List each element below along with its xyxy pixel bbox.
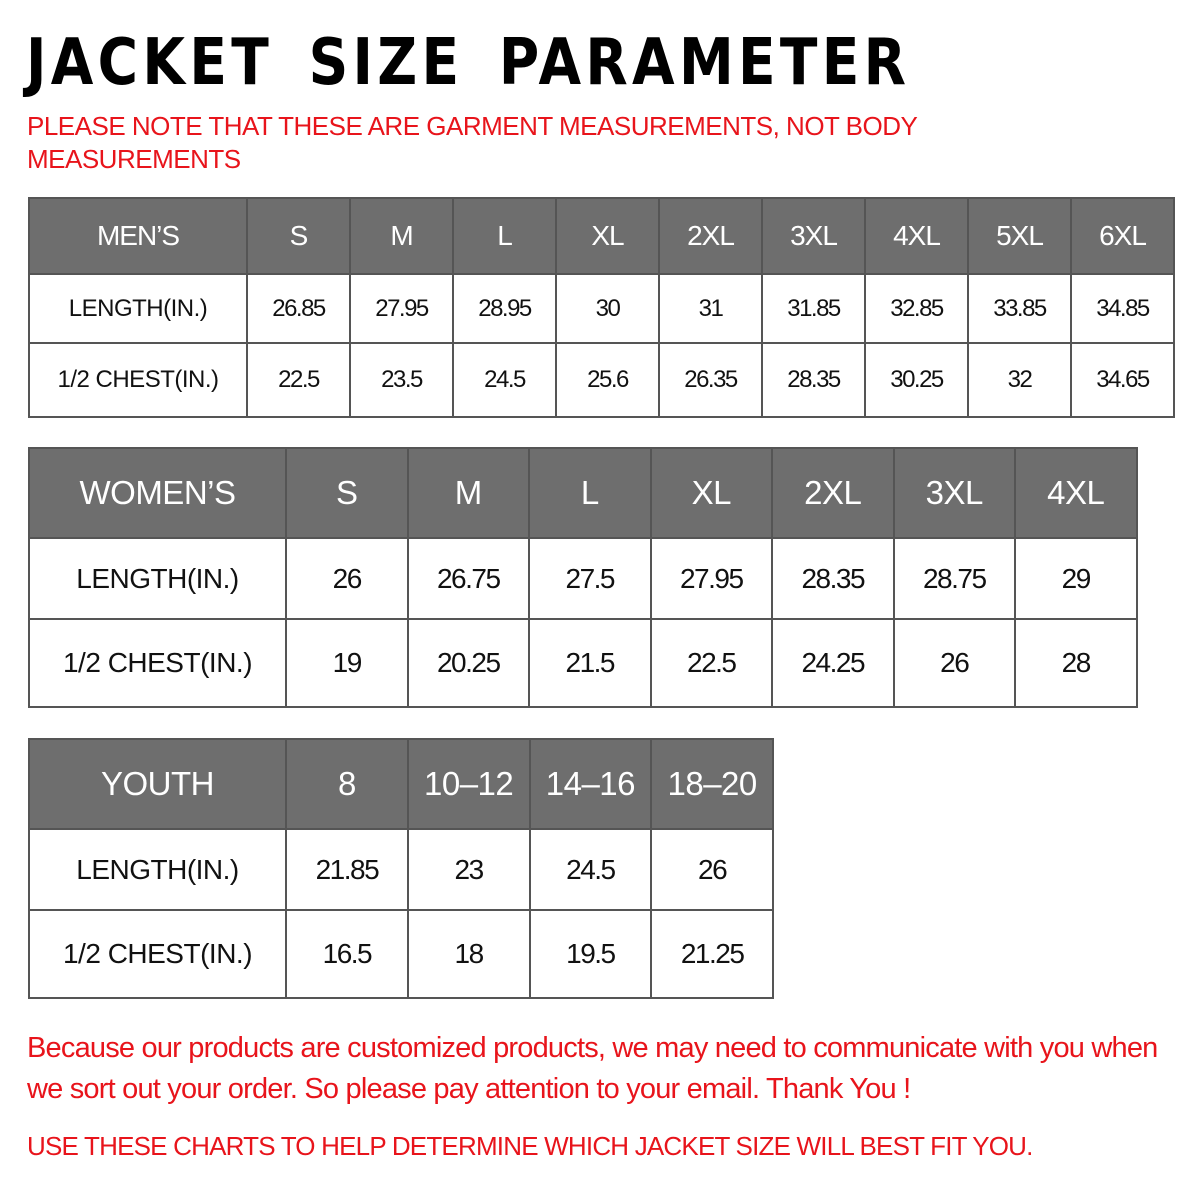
measurement-cell: 21.85 bbox=[285, 828, 409, 911]
table-row: LENGTH(IN.) 26.85 27.95 28.95 30 31 31.85 32.85… bbox=[28, 273, 1175, 344]
measurement-cell: 24.5 bbox=[452, 342, 557, 418]
table-row: 1/2 CHEST(IN.) 16.5 18 19.5 21.25 bbox=[28, 909, 774, 999]
measurement-cell: 28.35 bbox=[771, 537, 895, 620]
mens-size-table: MEN’S S M L XL 2XL 3XL 4XL 5XL 6XL LENGTH(IN.) 26.8… bbox=[28, 197, 1175, 418]
measurement-cell: 18 bbox=[406, 909, 531, 999]
size-header: 14–16 bbox=[528, 738, 653, 830]
measurement-cell: 20.25 bbox=[406, 618, 530, 708]
table-header-label: WOMEN’S bbox=[28, 447, 287, 539]
measurement-cell: 24.25 bbox=[771, 618, 895, 708]
measurement-cell: 24.5 bbox=[528, 828, 653, 911]
size-header: XL bbox=[649, 447, 773, 539]
measurement-cell: 32.85 bbox=[864, 273, 969, 344]
size-header: M bbox=[406, 447, 530, 539]
measurement-cell: 23 bbox=[406, 828, 531, 911]
customization-message: Because our products are customized prod… bbox=[27, 1032, 1158, 1105]
row-label: LENGTH(IN.) bbox=[28, 828, 287, 911]
size-header: 4XL bbox=[864, 197, 969, 275]
size-header: L bbox=[528, 447, 652, 539]
measurement-cell: 21.25 bbox=[650, 909, 774, 999]
table-row: 1/2 CHEST(IN.) 19 20.25 21.5 22.5 24.25 26 28 bbox=[28, 618, 1138, 708]
row-label: 1/2 CHEST(IN.) bbox=[28, 909, 287, 999]
size-header: 10–12 bbox=[406, 738, 531, 830]
table-row: 1/2 CHEST(IN.) 22.5 23.5 24.5 25.6 26.35 28.35… bbox=[28, 342, 1175, 418]
measurement-note: PLEASE NOTE THAT THESE ARE GARMENT MEASU… bbox=[27, 111, 917, 174]
measurement-cell: 22.5 bbox=[649, 618, 773, 708]
header-row: MEN’S S M L XL 2XL 3XL 4XL 5XL 6XL bbox=[28, 197, 1175, 275]
measurement-cell: 33.85 bbox=[967, 273, 1072, 344]
size-header: 4XL bbox=[1014, 447, 1138, 539]
measurement-cell: 21.5 bbox=[528, 618, 652, 708]
measurement-cell: 25.6 bbox=[555, 342, 660, 418]
size-header: S bbox=[285, 447, 409, 539]
size-header: 2XL bbox=[658, 197, 763, 275]
table-header-label: YOUTH bbox=[28, 738, 287, 830]
measurement-cell: 34.85 bbox=[1070, 273, 1175, 344]
size-header: 6XL bbox=[1070, 197, 1175, 275]
size-header: S bbox=[246, 197, 351, 275]
measurement-cell: 28.95 bbox=[452, 273, 557, 344]
measurement-cell: 26.35 bbox=[658, 342, 763, 418]
size-header: 18–20 bbox=[650, 738, 774, 830]
measurement-cell: 19 bbox=[285, 618, 409, 708]
measurement-cell: 31 bbox=[658, 273, 763, 344]
measurement-cell: 28 bbox=[1014, 618, 1138, 708]
measurement-cell: 28.75 bbox=[892, 537, 1016, 620]
row-label: 1/2 CHEST(IN.) bbox=[28, 618, 287, 708]
measurement-cell: 28.35 bbox=[761, 342, 866, 418]
header-row: YOUTH 8 10–12 14–16 18–20 bbox=[28, 738, 774, 830]
size-header: 3XL bbox=[761, 197, 866, 275]
measurement-cell: 32 bbox=[967, 342, 1072, 418]
measurement-cell: 19.5 bbox=[528, 909, 653, 999]
measurement-cell: 22.5 bbox=[246, 342, 351, 418]
measurement-cell: 30.25 bbox=[864, 342, 969, 418]
size-header: XL bbox=[555, 197, 660, 275]
measurement-cell: 26.75 bbox=[406, 537, 530, 620]
page-title: JACKET SIZE PARAMETER bbox=[26, 26, 911, 100]
measurement-cell: 29 bbox=[1014, 537, 1138, 620]
size-header: 5XL bbox=[967, 197, 1072, 275]
size-header: L bbox=[452, 197, 557, 275]
womens-size-table: WOMEN’S S M L XL 2XL 3XL 4XL LENGTH(IN.) 26 26.75 2… bbox=[28, 447, 1138, 708]
measurement-cell: 23.5 bbox=[349, 342, 454, 418]
measurement-cell: 34.65 bbox=[1070, 342, 1175, 418]
footer-note: USE THESE CHARTS TO HELP DETERMINE WHICH… bbox=[27, 1131, 1033, 1161]
table-header-label: MEN’S bbox=[28, 197, 248, 275]
measurement-cell: 27.5 bbox=[528, 537, 652, 620]
measurement-cell: 16.5 bbox=[285, 909, 409, 999]
size-header: M bbox=[349, 197, 454, 275]
row-label: LENGTH(IN.) bbox=[28, 537, 287, 620]
header-row: WOMEN’S S M L XL 2XL 3XL 4XL bbox=[28, 447, 1138, 539]
size-header: 3XL bbox=[892, 447, 1016, 539]
size-header: 2XL bbox=[771, 447, 895, 539]
measurement-cell: 31.85 bbox=[761, 273, 866, 344]
measurement-cell: 30 bbox=[555, 273, 660, 344]
measurement-cell: 27.95 bbox=[349, 273, 454, 344]
measurement-cell: 26 bbox=[892, 618, 1016, 708]
measurement-cell: 26 bbox=[650, 828, 774, 911]
row-label: 1/2 CHEST(IN.) bbox=[28, 342, 248, 418]
measurement-cell: 26 bbox=[285, 537, 409, 620]
measurement-cell: 27.95 bbox=[649, 537, 773, 620]
youth-size-table: YOUTH 8 10–12 14–16 18–20 LENGTH(IN.) 21.85 23 2… bbox=[28, 738, 774, 999]
table-row: LENGTH(IN.) 21.85 23 24.5 26 bbox=[28, 828, 774, 911]
table-row: LENGTH(IN.) 26 26.75 27.5 27.95 28.35 28.75 29 bbox=[28, 537, 1138, 620]
measurement-cell: 26.85 bbox=[246, 273, 351, 344]
row-label: LENGTH(IN.) bbox=[28, 273, 248, 344]
size-header: 8 bbox=[285, 738, 409, 830]
